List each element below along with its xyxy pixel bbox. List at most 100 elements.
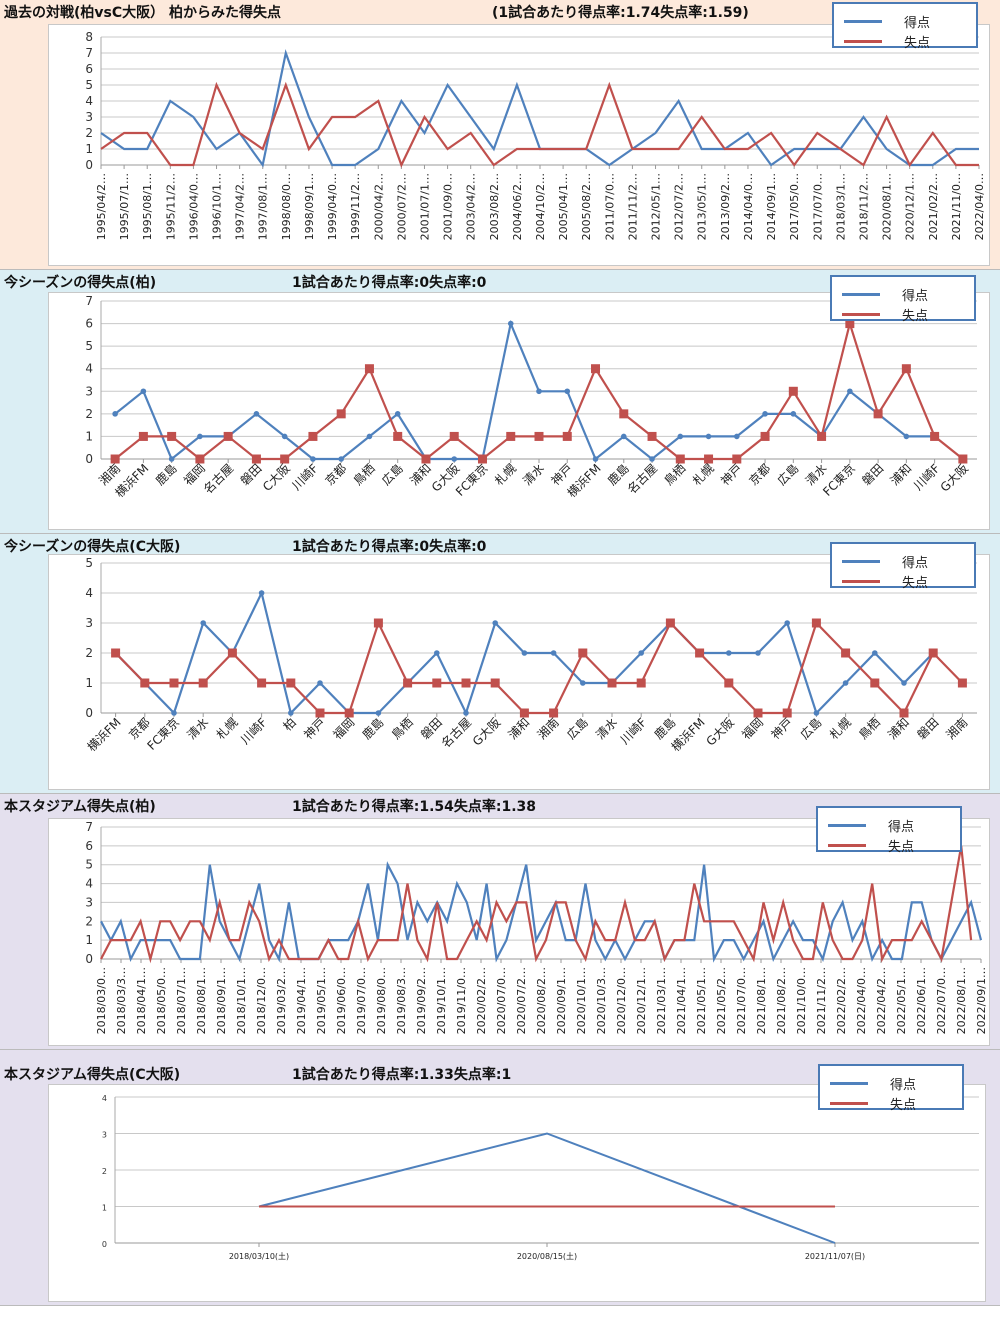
x-tick-label: 2018/11/2… xyxy=(857,173,870,240)
x-tick-label: 1995/07/1… xyxy=(118,173,131,240)
data-point-conceded xyxy=(760,431,770,441)
plot-area: 0 1 2 3 4 5 横浜FM 京都 FC東京 清水 札幌 川崎F 柏神戸 福岡 鹿島 鳥栖 磐田 名古屋 G大阪… xyxy=(48,554,990,790)
data-point-conceded xyxy=(928,648,938,658)
data-point-conceded xyxy=(449,431,459,441)
data-point-scored xyxy=(253,411,260,417)
data-point-conceded xyxy=(724,678,734,688)
y-tick-label: 7 xyxy=(85,46,93,60)
x-tick-label: FC東京 xyxy=(453,461,491,499)
data-point-scored xyxy=(507,320,514,327)
x-tick-label: 2018/09/1… xyxy=(215,967,228,1034)
x-tick-label: 鳥栖 xyxy=(350,461,378,489)
data-point-scored xyxy=(366,433,373,440)
x-tick-label: 1995/11/2… xyxy=(164,173,177,240)
data-point-conceded xyxy=(344,708,354,718)
x-tick-label: 2018/03/3… xyxy=(115,967,128,1034)
data-point-conceded xyxy=(490,678,500,688)
y-tick-label: 0 xyxy=(85,706,93,720)
legend-line-icon xyxy=(842,580,880,583)
legend-line-icon xyxy=(844,40,882,43)
x-tick-label: 鹿島 xyxy=(359,715,387,743)
x-tick-label: 札幌 xyxy=(689,461,717,489)
x-tick-label: 2020/10/3… xyxy=(595,967,608,1034)
x-tick-label: 磐田 xyxy=(859,461,886,488)
data-point-scored xyxy=(872,650,878,656)
x-tick-label: 福岡 xyxy=(330,715,358,743)
x-tick-label: 2021/02/2… xyxy=(927,173,940,240)
x-tick-label: 2019/09/2… xyxy=(415,967,428,1034)
legend-line-icon xyxy=(842,293,880,296)
legend-line-icon xyxy=(842,313,880,316)
chart-title: 本スタジアム得失点(柏) xyxy=(4,799,156,815)
data-point-conceded xyxy=(647,431,657,441)
panel-season-cerezo: 今シーズンの得失点(C大阪) 1試合あたり得点率:0失点率:0 0 1 2 3 4 5 横浜… xyxy=(0,534,1000,794)
x-tick-label: 2005/08/2… xyxy=(580,173,593,240)
x-tick-label: 川崎F xyxy=(911,461,943,493)
y-tick-label: 1 xyxy=(85,142,93,156)
x-tick-label: 2022/04/0… xyxy=(855,967,868,1034)
data-point-scored xyxy=(790,411,797,417)
data-point-scored xyxy=(375,710,382,716)
data-point-conceded xyxy=(562,431,572,441)
x-tick-label: G大阪 xyxy=(703,715,736,748)
series-line-scored xyxy=(100,861,983,963)
x-tick-label: 2014/04/0… xyxy=(742,173,755,240)
data-point-scored xyxy=(550,650,557,656)
data-point-conceded xyxy=(223,431,233,441)
x-tick-label: 清水 xyxy=(184,715,211,742)
x-tick-label: 札幌 xyxy=(491,461,519,489)
y-tick-label: 2 xyxy=(85,407,93,421)
data-point-scored xyxy=(310,456,316,462)
chart-subtitle: 1試合あたり得点率:0失点率:0 xyxy=(292,539,487,555)
legend-line-icon xyxy=(830,1102,868,1105)
x-tick-label: 2019/03/2… xyxy=(275,967,288,1034)
series-line-conceded xyxy=(100,81,979,168)
x-tick-label: 2019/08/3… xyxy=(395,967,408,1034)
legend-line-icon xyxy=(842,560,880,563)
data-point-conceded xyxy=(665,618,675,628)
y-tick-label: 4 xyxy=(85,94,93,108)
data-point-conceded xyxy=(257,678,267,688)
data-point-conceded xyxy=(403,678,413,688)
legend-label: 失点 xyxy=(888,840,915,855)
x-tick-label: 川崎F xyxy=(289,461,321,493)
data-point-scored xyxy=(580,680,586,686)
y-tick-label: 5 xyxy=(85,339,93,353)
x-tick-label: 2004/06/2… xyxy=(511,173,524,240)
x-tick-label: 広島 xyxy=(563,715,591,743)
x-tick-label: 札幌 xyxy=(213,715,241,743)
data-point-conceded xyxy=(477,454,487,464)
data-point-conceded xyxy=(286,678,296,688)
legend-line-icon xyxy=(830,1082,868,1085)
y-tick-label: 2 xyxy=(85,646,93,660)
x-tick-label: 湘南 xyxy=(534,715,562,743)
legend-label: 得点 xyxy=(888,820,915,835)
chart-subtitle: 1試合あたり得点率:0失点率:0 xyxy=(292,275,487,291)
series-line-conceded xyxy=(114,620,964,715)
chart-title: 過去の対戦(柏vsC大阪） 柏からみた得失点 xyxy=(4,5,282,21)
y-tick-label: 1 xyxy=(85,429,93,443)
x-tick-label: 2013/09/2… xyxy=(719,173,732,240)
x-tick-label: 1996/04/0… xyxy=(187,173,200,240)
x-tick-label: 1999/11/2… xyxy=(349,173,362,240)
x-tick-label: 鳥栖 xyxy=(855,715,883,743)
data-point-scored xyxy=(451,456,458,462)
data-point-conceded xyxy=(817,431,827,441)
data-point-scored xyxy=(762,411,768,417)
x-tick-label: 1999/04/0… xyxy=(326,173,339,240)
x-tick-label: 2021/08/1… xyxy=(755,967,768,1034)
y-tick-label: 3 xyxy=(85,384,93,398)
data-point-scored xyxy=(726,650,732,656)
x-tick-label: 2020/02/2… xyxy=(475,967,488,1034)
chart-title: 本スタジアム得失点(C大阪) xyxy=(4,1067,181,1083)
x-tick-label: 京都 xyxy=(322,461,349,488)
data-point-conceded xyxy=(619,409,629,419)
legend-line-icon xyxy=(828,824,866,827)
x-tick-label: FC東京 xyxy=(820,461,858,499)
x-tick-label: 2019/08/0… xyxy=(375,967,388,1034)
x-tick-label: 清水 xyxy=(520,461,547,488)
data-point-conceded xyxy=(957,678,967,688)
y-tick-label: 5 xyxy=(85,556,93,570)
data-point-conceded xyxy=(195,454,205,464)
